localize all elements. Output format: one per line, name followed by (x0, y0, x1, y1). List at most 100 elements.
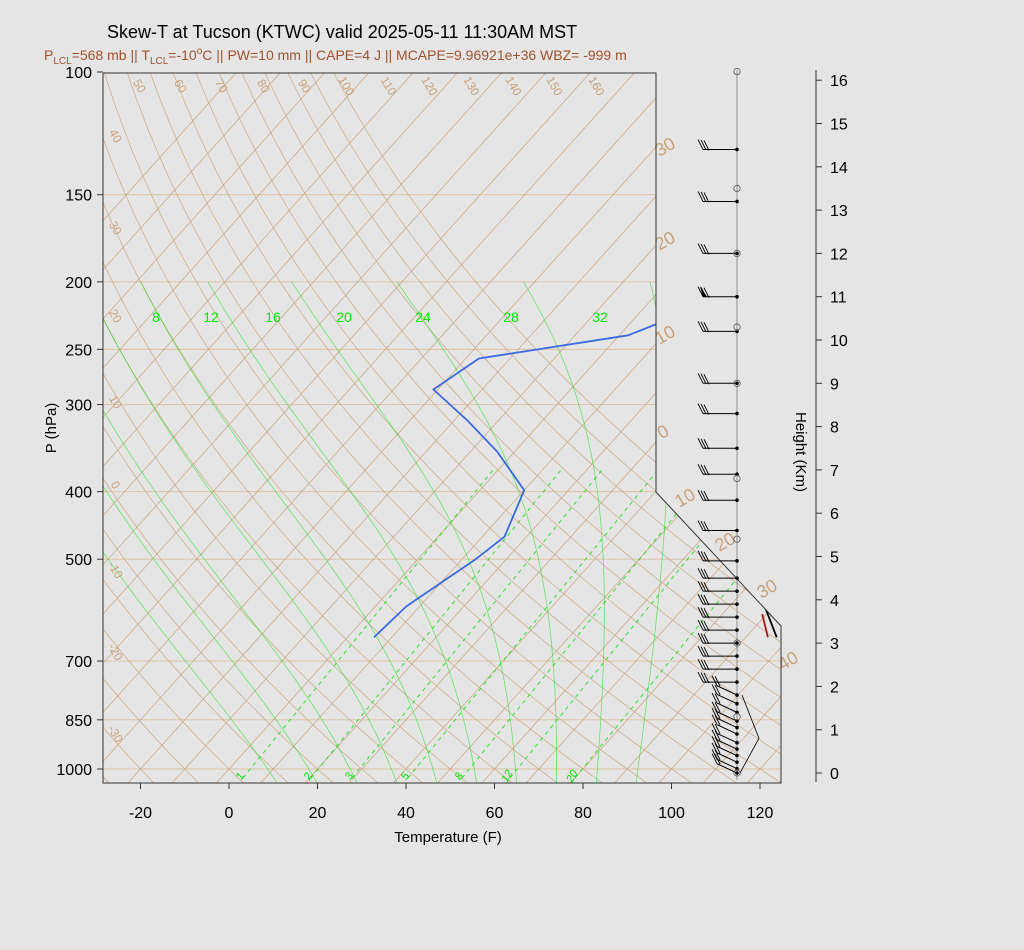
isotherm-line (103, 73, 503, 783)
wind-barb-feather (700, 191, 707, 203)
isotherm-line (835, 72, 1024, 784)
height-tick-label: 11 (830, 290, 847, 307)
mixing-ratio-label-top: 32 (592, 309, 608, 325)
wind-barb-shaft (716, 702, 738, 713)
series-parcel (761, 613, 769, 638)
mixing-ratio-line (461, 469, 713, 779)
wind-barb-feather (697, 550, 704, 562)
isotherm-line (103, 73, 459, 783)
dry-adiabat-label: -20 (105, 641, 126, 663)
mixing-ratio-label-top: 24 (415, 309, 431, 325)
height-tick-label: 9 (830, 376, 839, 393)
wind-barb-feather (697, 593, 704, 605)
dry-adiabat-line (103, 73, 335, 783)
dry-adiabat-label: 30 (106, 219, 125, 238)
wind-barb-feather (703, 322, 710, 333)
mixing-ratio-line (310, 469, 562, 779)
wind-barb-feather (703, 581, 710, 593)
wind-barb-feather (697, 619, 704, 631)
isotherm-line (569, 73, 781, 783)
moist-adiabat-lines (103, 281, 669, 783)
height-tick-label: 4 (830, 593, 839, 610)
wind-barb-feather (697, 286, 704, 297)
isotherm-label: 20 (651, 227, 678, 254)
pressure-tick-label: 100 (65, 65, 92, 82)
wind-barb-feather (703, 551, 710, 563)
height-tick-label: 14 (830, 160, 848, 177)
temperature-tick-label: 0 (225, 805, 234, 822)
wind-barb-feather (711, 742, 718, 754)
dry-adiabat-line (241, 73, 781, 783)
wind-barb-feather (697, 464, 704, 475)
dry-adiabat-label: 160 (585, 74, 607, 99)
dry-adiabat-line (103, 73, 380, 783)
isotherm-line (103, 73, 238, 783)
wind-barb-feather (697, 671, 704, 683)
isotherm-line (392, 73, 781, 783)
wind-barb-feather (697, 321, 704, 332)
wind-level-circle (733, 713, 741, 721)
isotherm-line (103, 73, 370, 783)
isotherm-label: 30 (753, 575, 780, 602)
dry-adiabat-line (103, 73, 155, 783)
isotherm-line (303, 73, 781, 783)
height-tick-label: 8 (830, 420, 839, 437)
wind-barb-feather (697, 645, 704, 657)
pressure-tick-label: 850 (65, 713, 92, 730)
wind-barb-feather (697, 191, 704, 202)
subtitle-p-sub: LCL (53, 56, 72, 67)
y-axis-label: P (hPa) (43, 403, 60, 454)
isotherm-line (613, 73, 781, 783)
wind-profile (697, 67, 760, 780)
subtitle-degree: o (197, 46, 203, 57)
pressure-tick-label: 200 (65, 275, 92, 292)
moist-adiabat-line (291, 281, 517, 783)
height-tick-label: 1 (830, 723, 839, 740)
wind-barb-feather (711, 675, 718, 686)
isotherm-line (215, 73, 781, 783)
mixing-ratio-line (242, 469, 494, 779)
isotherm-line (348, 73, 781, 783)
mixing-ratio-label-bottom: 3 (343, 770, 357, 782)
wind-barb-feather (703, 374, 710, 385)
dry-adiabat-line (172, 73, 781, 783)
dry-adiabat-label: 140 (502, 74, 524, 99)
isotherm-line (103, 73, 724, 783)
dry-adiabat-line (218, 73, 781, 783)
isotherm-label: 40 (774, 647, 801, 674)
wind-barb-feather (714, 676, 721, 687)
isotherm-line (103, 73, 547, 783)
wind-barb-feather (711, 701, 718, 712)
wind-barb-feather (697, 490, 704, 501)
wind-barb-feather (700, 594, 707, 605)
subtitle-t-value: =-10 (168, 47, 197, 63)
pressure-tick-label: 500 (65, 552, 92, 569)
dry-adiabat-line (0, 72, 20, 784)
dry-adiabat-line (264, 73, 781, 783)
temperature-axis: -20 0 20 40 60 80 100 120 (103, 782, 781, 822)
wind-barb-feather (711, 692, 718, 704)
pressure-tick-label: 150 (65, 188, 92, 205)
wind-barb-feather (700, 672, 707, 683)
height-tick-label: 0 (830, 766, 839, 783)
wind-barb-feather (700, 321, 707, 333)
height-tick-label: 3 (830, 636, 839, 653)
moist-adiabat-line (103, 281, 318, 783)
dry-adiabat-line (103, 73, 425, 783)
wind-barb-feather (711, 714, 718, 725)
wind-barb-feather (703, 607, 710, 619)
isotherm-line (103, 73, 680, 783)
height-tick-label: 12 (830, 246, 848, 263)
dry-adiabat-lines (0, 72, 781, 784)
wind-barb-feather (703, 659, 710, 671)
wind-barb-feather (697, 606, 704, 618)
dry-adiabat-label: -10 (105, 559, 126, 581)
wind-barb-feather (703, 620, 710, 632)
isotherm-line (480, 73, 781, 783)
dry-adiabat-line (309, 73, 781, 783)
isotherm-line (103, 73, 326, 783)
pressure-tick-label: 300 (65, 398, 92, 415)
wind-level-circle (733, 67, 741, 76)
wind-barb-shaft (716, 685, 738, 696)
